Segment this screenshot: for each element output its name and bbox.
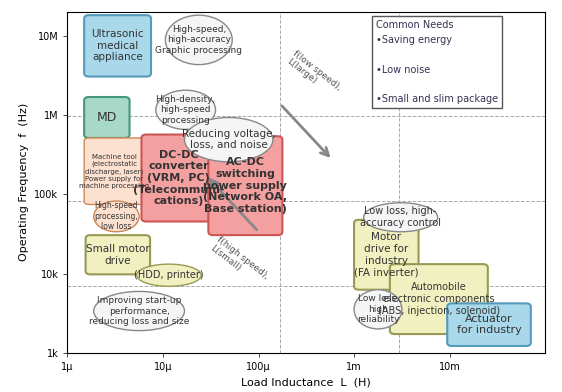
Text: DC-DC
converter
(VRM, PC)
(Telecommuni-
cations): DC-DC converter (VRM, PC) (Telecommuni- … [133, 150, 224, 206]
Text: Low loss, high-
accuracy control: Low loss, high- accuracy control [360, 207, 441, 228]
Ellipse shape [364, 203, 438, 232]
Text: Improving start-up
performance,
reducing loss and size: Improving start-up performance, reducing… [89, 296, 189, 326]
Text: Low loss,
high
reliability: Low loss, high reliability [357, 294, 399, 324]
FancyBboxPatch shape [447, 303, 531, 346]
Text: High-density,
high-speed
processing: High-density, high-speed processing [156, 95, 216, 125]
Text: AC-DC
switching
power supply
(Network OA,
Base station): AC-DC switching power supply (Network OA… [203, 158, 287, 214]
FancyBboxPatch shape [84, 15, 151, 76]
Text: Machine tool
(electrostatic
discharge, laser)
Power supply for
machine processin: Machine tool (electrostatic discharge, l… [79, 154, 149, 189]
Ellipse shape [137, 264, 201, 286]
Text: Automobile
electronic components
(ABS, injection, solenoid): Automobile electronic components (ABS, i… [378, 283, 500, 316]
Text: High-speed,
high-accuracy
Graphic processing: High-speed, high-accuracy Graphic proces… [155, 25, 242, 55]
Ellipse shape [165, 15, 232, 65]
FancyBboxPatch shape [85, 235, 150, 274]
Text: Actuator
for industry: Actuator for industry [457, 314, 522, 336]
Text: (HDD, printer): (HDD, printer) [134, 270, 204, 280]
Text: Small motor
drive: Small motor drive [86, 244, 149, 265]
Ellipse shape [184, 118, 273, 162]
Text: MD: MD [97, 111, 117, 124]
Text: Reducing voltage,
loss, and noise: Reducing voltage, loss, and noise [182, 129, 275, 151]
Text: High-speed
processing,
low loss: High-speed processing, low loss [94, 201, 138, 231]
Text: Ultrasonic
medical
appliance: Ultrasonic medical appliance [91, 29, 144, 62]
FancyBboxPatch shape [354, 220, 419, 290]
Text: f(low speed),
L(large): f(low speed), L(large) [285, 49, 343, 100]
Ellipse shape [94, 201, 139, 232]
Ellipse shape [156, 90, 216, 129]
Text: Common Needs
•Saving energy

•Low noise

•Small and slim package: Common Needs •Saving energy •Low noise •… [375, 20, 498, 104]
FancyBboxPatch shape [84, 97, 129, 138]
FancyBboxPatch shape [84, 138, 144, 205]
FancyBboxPatch shape [390, 264, 488, 334]
FancyBboxPatch shape [209, 136, 282, 235]
Ellipse shape [354, 290, 402, 329]
Y-axis label: Operating Frequency  f  (Hz): Operating Frequency f (Hz) [19, 103, 29, 261]
FancyBboxPatch shape [142, 134, 215, 221]
X-axis label: Load Inductance  L  (H): Load Inductance L (H) [242, 377, 371, 387]
Text: f(high speed),
L(small): f(high speed), L(small) [209, 235, 270, 289]
Text: Motor
drive for
industry
(FA inverter): Motor drive for industry (FA inverter) [354, 232, 419, 277]
Ellipse shape [94, 291, 184, 330]
